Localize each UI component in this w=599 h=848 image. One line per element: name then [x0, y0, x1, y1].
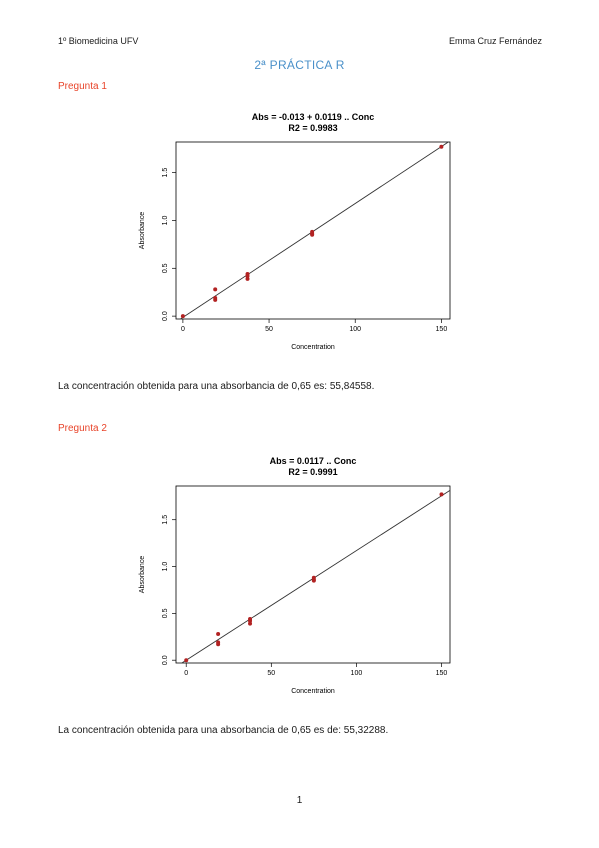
- plot-frame: [175, 141, 451, 320]
- x-axis-label: Concentration: [291, 344, 335, 351]
- x-tick-label: 0: [184, 670, 188, 677]
- x-tick-label: 50: [267, 670, 275, 677]
- data-point: [184, 658, 189, 663]
- y-tick-label: 1.5: [162, 515, 169, 525]
- data-point: [216, 631, 221, 636]
- data-point: [180, 314, 185, 319]
- y-tick-label: 0.0: [162, 655, 169, 665]
- answer-1-text: La concentración obtenida para una absor…: [58, 381, 375, 392]
- page-title: 2ª PRÁCTICA R: [254, 58, 345, 72]
- y-tick-label: 1.0: [162, 562, 169, 572]
- chart-1: Abs = -0.013 + 0.0119 .. Conc R2 = 0.9983…: [120, 108, 480, 368]
- question-1-heading: Pregunta 1: [58, 81, 107, 92]
- y-tick-label: 1.5: [162, 168, 169, 178]
- data-point: [245, 276, 250, 281]
- chart-2: Abs = 0.0117 .. Conc R2 = 0.9991 0 50 100 150…: [120, 452, 480, 712]
- data-point: [213, 287, 218, 292]
- header-right: Emma Cruz Fernández: [448, 36, 542, 46]
- x-tick-label: 50: [265, 326, 273, 333]
- y-axis-label: Absorbance: [139, 212, 146, 249]
- x-tick-label: 100: [349, 326, 361, 333]
- data-point: [311, 578, 316, 583]
- y-axis-label: Absorbance: [139, 556, 146, 593]
- answer-2-text: La concentración obtenida para una absor…: [58, 725, 389, 736]
- data-point: [213, 297, 218, 302]
- x-tick-label: 0: [181, 326, 185, 333]
- data-point: [248, 618, 253, 623]
- y-tick-label: 0.5: [162, 608, 169, 618]
- page-number: 1: [296, 795, 303, 806]
- y-tick-label: 0.0: [162, 311, 169, 321]
- y-tick-label: 0.5: [162, 263, 169, 273]
- y-tick-label: 1.0: [162, 215, 169, 225]
- x-tick-label: 150: [436, 326, 448, 333]
- chart-title: Abs = -0.013 + 0.0119 .. Conc: [252, 112, 375, 122]
- data-point: [248, 621, 253, 626]
- data-point: [439, 492, 444, 497]
- data-point: [310, 232, 315, 237]
- chart-subtitle: R2 = 0.9991: [288, 467, 337, 477]
- x-tick-label: 150: [436, 670, 448, 677]
- question-2-heading: Pregunta 2: [58, 423, 107, 434]
- data-point: [439, 144, 444, 149]
- data-point: [216, 642, 221, 647]
- data-point: [245, 273, 250, 278]
- x-axis-label: Concentration: [291, 688, 335, 695]
- chart-title: Abs = 0.0117 .. Conc: [270, 456, 357, 466]
- chart-subtitle: R2 = 0.9983: [288, 123, 337, 133]
- header-left: 1º Biomedicina UFV: [58, 36, 139, 46]
- plot-frame: [175, 485, 451, 664]
- x-tick-label: 100: [351, 670, 363, 677]
